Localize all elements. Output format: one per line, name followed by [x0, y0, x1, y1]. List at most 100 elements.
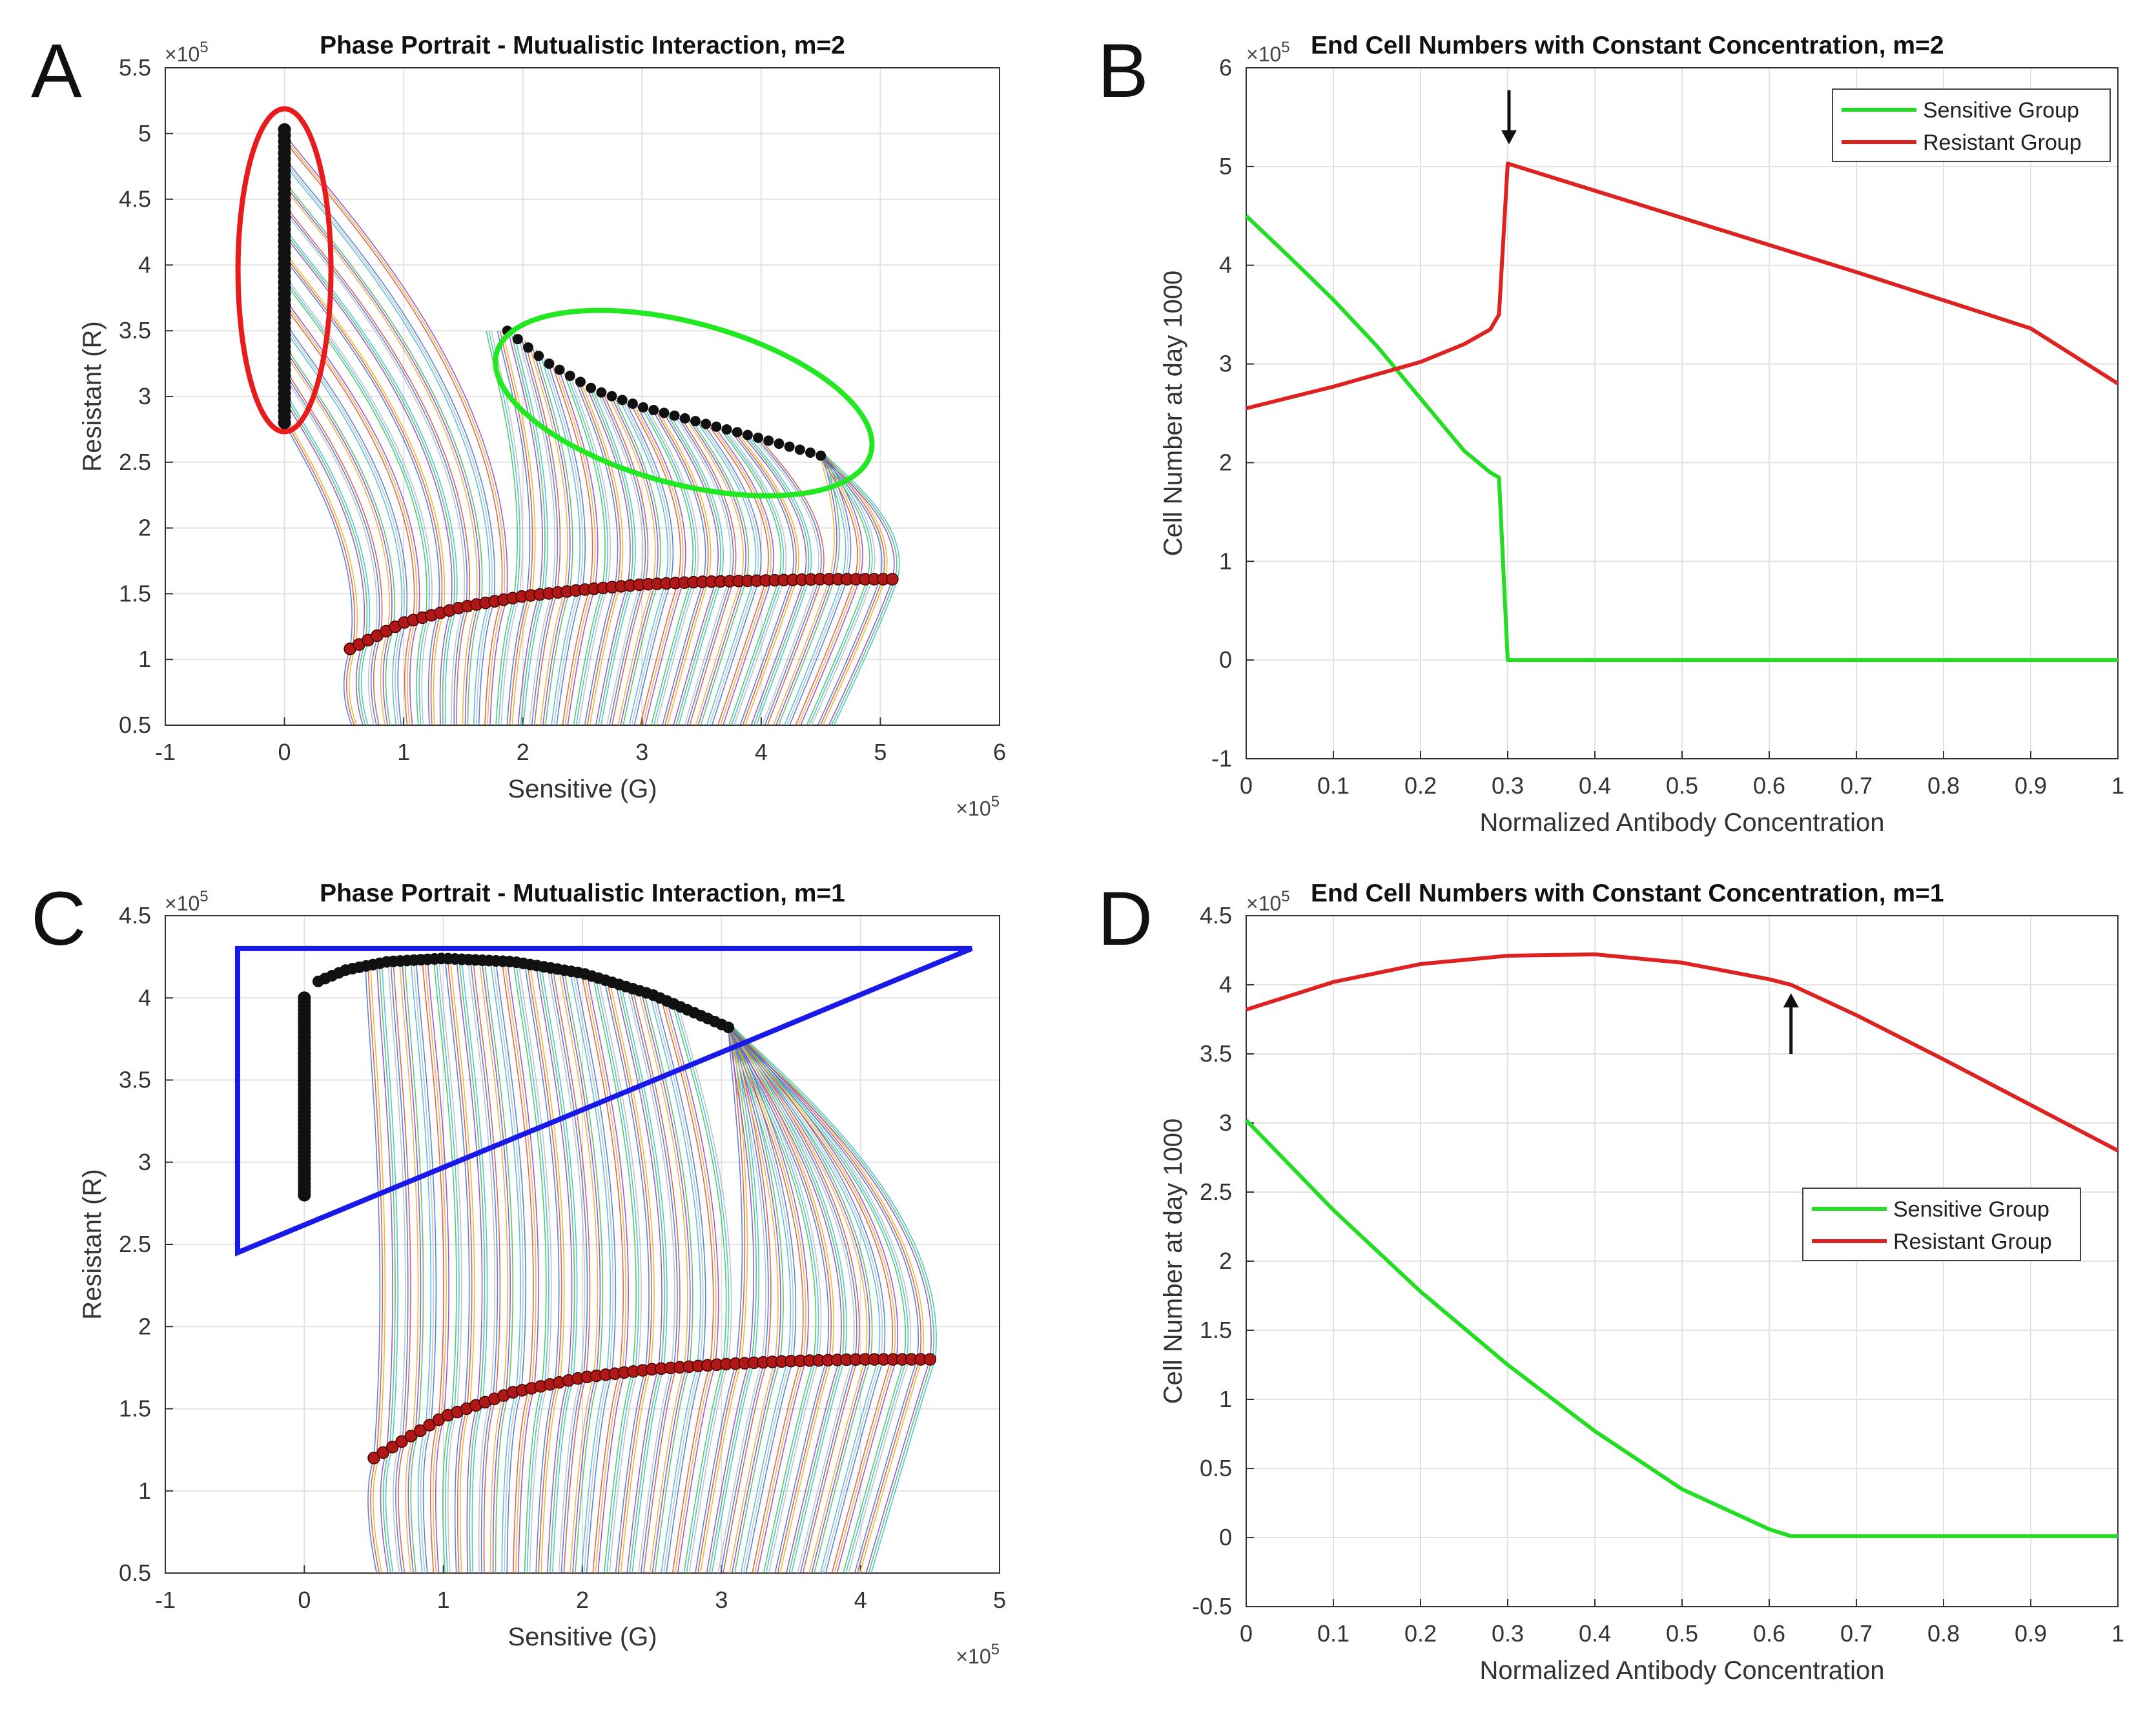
- x-tick-label: 0.4: [1579, 772, 1611, 799]
- trajectory-line: [365, 966, 381, 1573]
- trajectory-line: [663, 998, 717, 1573]
- trajectory-line: [728, 1027, 906, 1573]
- axis-multiplier: ×105: [165, 888, 209, 915]
- trajectory-line: [506, 961, 539, 1573]
- start-point-marker: [886, 573, 899, 586]
- trajectory-line: [618, 983, 665, 1573]
- x-tick-label: 0: [1240, 1620, 1253, 1647]
- green-ellipse-annotation: [493, 307, 875, 499]
- trajectory-line: [606, 980, 652, 1573]
- trajectory-line: [541, 358, 581, 725]
- trajectory-line: [728, 1027, 792, 1573]
- y-tick-label: 5: [1219, 153, 1232, 180]
- trajectory-line: [497, 331, 531, 725]
- x-tick-label: 0.4: [1579, 1620, 1611, 1647]
- y-tick-label: 4.5: [119, 186, 151, 212]
- y-tick-label: 2: [138, 1313, 151, 1339]
- trajectory-line: [490, 960, 521, 1573]
- trajectory-line: [677, 1003, 732, 1573]
- trajectory-line: [728, 1027, 830, 1573]
- trajectory-line: [730, 1027, 794, 1573]
- x-tick-label: 0.2: [1404, 1620, 1437, 1647]
- y-tick-label: 2: [1219, 449, 1232, 475]
- trajectory-line: [572, 971, 614, 1573]
- x-axis-label: Sensitive (G): [508, 775, 657, 803]
- end-point-marker: [638, 402, 649, 413]
- trajectory-line: [519, 340, 556, 725]
- x-tick-label: 0.1: [1317, 772, 1350, 799]
- trajectory-line: [535, 965, 573, 1573]
- trajectory-line: [415, 960, 437, 1573]
- panel-letter: A: [31, 28, 82, 114]
- trajectory-line: [518, 962, 552, 1573]
- trajectory-line: [700, 1027, 748, 1573]
- trajectory-line: [733, 1027, 873, 1573]
- end-point-marker: [523, 342, 534, 353]
- end-point-marker: [627, 398, 638, 409]
- trajectory-line: [733, 1027, 809, 1573]
- trajectory-line: [733, 1027, 835, 1573]
- trajectory-line: [730, 1027, 819, 1573]
- trajectory-line: [730, 1027, 781, 1573]
- end-point-marker: [753, 432, 764, 443]
- trajectory-line: [289, 422, 358, 725]
- trajectory-line: [570, 971, 611, 1573]
- x-tick-label: 0: [298, 1587, 311, 1613]
- trajectory-line: [478, 960, 509, 1573]
- y-tick-label: 2.5: [1200, 1179, 1232, 1205]
- arrow-head: [1783, 993, 1799, 1008]
- x-axis-label: Normalized Antibody Concentration: [1479, 1656, 1884, 1685]
- trajectory-line: [577, 378, 621, 725]
- legend-label: Resistant Group: [1923, 130, 2082, 155]
- trajectory-line: [378, 963, 396, 1573]
- x-tick-label: 4: [854, 1587, 867, 1613]
- trajectory-line: [641, 990, 691, 1573]
- trajectory-line: [558, 969, 599, 1573]
- trajectory-line: [733, 1027, 937, 1573]
- trajectory-line: [728, 1027, 817, 1573]
- trajectory-line: [730, 1027, 921, 1573]
- end-point-marker: [679, 413, 690, 424]
- trajectory-line: [728, 1027, 932, 1573]
- axis-multiplier: ×105: [1246, 888, 1290, 915]
- y-tick-label: 4: [138, 251, 151, 278]
- y-tick-label: 3: [1219, 351, 1232, 377]
- trajectory-line: [609, 980, 655, 1573]
- trajectory-line: [708, 1027, 757, 1573]
- trajectory-line: [706, 1027, 755, 1573]
- trajectory-line: [557, 365, 599, 725]
- start-point-marker: [423, 1419, 436, 1432]
- trajectory-line: [283, 305, 415, 725]
- y-tick-label: 4: [1219, 252, 1232, 278]
- trajectory-line: [652, 994, 704, 1573]
- trajectory-line: [730, 1027, 845, 1573]
- trajectory-line: [502, 331, 536, 725]
- trajectory-line: [730, 1027, 832, 1573]
- y-tick-label: 4.5: [1200, 902, 1232, 929]
- trajectory-line: [467, 959, 496, 1573]
- trajectory-line: [283, 258, 440, 725]
- trajectory-line: [283, 375, 378, 725]
- trajectory-line: [283, 328, 402, 725]
- panel-letter: D: [1098, 876, 1153, 962]
- end-point-marker: [512, 334, 523, 345]
- trajectory-line: [283, 398, 365, 725]
- trajectory-line: [513, 331, 548, 725]
- x-axis-label: Sensitive (G): [508, 1623, 657, 1651]
- chart-title: End Cell Numbers with Constant Concentra…: [1311, 32, 1944, 59]
- trajectory-line: [504, 961, 537, 1573]
- start-point-marker: [395, 1435, 408, 1448]
- x-tick-label: 0.2: [1404, 772, 1437, 799]
- trajectory-line: [711, 1027, 760, 1573]
- trajectory-line: [615, 983, 662, 1573]
- trajectory-line: [733, 1027, 784, 1573]
- trajectory-line: [549, 967, 588, 1573]
- x-tick-label: 0.5: [1666, 1620, 1698, 1647]
- series-line-sensitive: [1244, 1118, 2118, 1538]
- trajectory-line: [631, 987, 681, 1573]
- y-tick-label: -1: [1211, 745, 1232, 772]
- trajectory-line: [566, 372, 608, 725]
- trajectory-line: [286, 422, 356, 725]
- trajectory-line: [381, 963, 398, 1573]
- x-tick-label: 0.7: [1840, 772, 1873, 799]
